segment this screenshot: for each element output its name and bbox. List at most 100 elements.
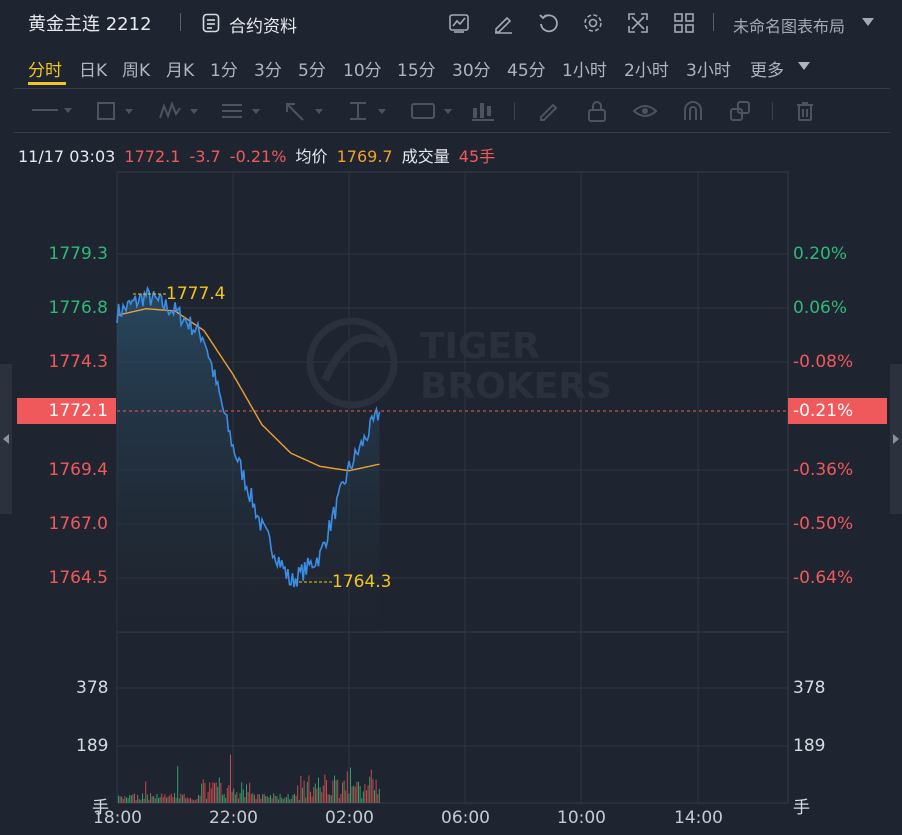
- volume-bar: [353, 785, 355, 803]
- tab-period[interactable]: 3小时: [686, 61, 731, 81]
- trash-icon[interactable]: [794, 100, 816, 122]
- volume-bar: [318, 777, 319, 803]
- volume-bar: [199, 795, 201, 803]
- symbol-title[interactable]: 黄金主连 2212: [28, 14, 152, 35]
- volume-value: 45手: [458, 147, 496, 166]
- volume-unit: 手: [793, 798, 810, 818]
- eye-icon[interactable]: [632, 100, 658, 122]
- volume-bar: [311, 796, 313, 803]
- volume-bar: [366, 790, 367, 803]
- volume-bar: [202, 779, 204, 803]
- volume-bar: [377, 794, 379, 803]
- volume-bar: [257, 794, 259, 803]
- grid-layout-icon[interactable]: [673, 12, 695, 34]
- volume-bar: [260, 798, 262, 803]
- volume-bar: [364, 784, 366, 803]
- volume-bar: [194, 800, 196, 803]
- line-tool-icon[interactable]: [30, 100, 74, 120]
- tab-period[interactable]: 月K: [166, 61, 195, 81]
- tab-period[interactable]: 分时: [28, 61, 62, 81]
- tab-period[interactable]: 15分: [397, 61, 436, 81]
- volume-bar: [321, 792, 323, 803]
- period-tabs: 分时 日K 周K 月K 1分 3分 5分 10分 15分 30分 45分 1小时…: [0, 52, 902, 82]
- tab-period[interactable]: 45分: [507, 61, 546, 81]
- volume-bar: [351, 786, 353, 803]
- volume-bar: [182, 795, 183, 803]
- volume-bar: [279, 793, 281, 803]
- volume-bar: [303, 780, 305, 803]
- tab-period[interactable]: 日K: [79, 61, 108, 81]
- tab-period[interactable]: 10分: [343, 61, 382, 81]
- arrow-tool-icon[interactable]: [283, 100, 327, 122]
- volume-bar: [118, 795, 119, 803]
- volume-bar: [369, 776, 371, 803]
- top-bar: 黄金主连 2212 合约资料 未命名图表布局: [0, 0, 902, 46]
- gear-icon[interactable]: [582, 12, 604, 34]
- volume-bar: [154, 798, 156, 803]
- volume-bar: [361, 798, 363, 803]
- refresh-icon[interactable]: [537, 12, 559, 34]
- volume-tick: 189: [793, 736, 826, 756]
- tab-period[interactable]: 5分: [298, 61, 326, 81]
- tab-period[interactable]: 3分: [254, 61, 282, 81]
- fibonacci-tool-icon[interactable]: [220, 100, 264, 122]
- magnet-icon[interactable]: [681, 100, 705, 122]
- edit-icon[interactable]: [492, 12, 514, 34]
- volume-bar: [225, 797, 227, 803]
- volume-bar: [338, 797, 340, 803]
- volume-bar: [329, 794, 331, 803]
- rectangle-tool-icon[interactable]: [95, 100, 139, 122]
- volume-bar: [166, 797, 167, 803]
- volume-bar: [268, 797, 270, 803]
- fullscreen-icon[interactable]: [627, 12, 649, 34]
- tab-period[interactable]: 周K: [122, 61, 151, 81]
- volume-bar: [247, 792, 249, 803]
- volume-bar: [196, 799, 198, 803]
- drawing-toolbar: [0, 92, 902, 130]
- tab-more[interactable]: 更多: [750, 61, 784, 81]
- volume-bar: [233, 788, 235, 803]
- pct-tick: 0.20%: [793, 244, 848, 264]
- volume-bar: [294, 793, 295, 803]
- quote-price: 1772.1: [124, 147, 181, 166]
- tab-period[interactable]: 2小时: [624, 61, 669, 81]
- volume-bar: [124, 796, 126, 803]
- pencil-icon[interactable]: [537, 100, 561, 122]
- tab-period[interactable]: 1小时: [562, 61, 607, 81]
- volume-bar: [234, 794, 236, 803]
- chevron-right-icon[interactable]: [893, 434, 899, 444]
- volume-bar: [127, 798, 129, 803]
- tab-period[interactable]: 30分: [452, 61, 491, 81]
- chevron-down-icon[interactable]: [798, 62, 810, 70]
- indicator-icon[interactable]: [448, 12, 470, 34]
- contract-info-button[interactable]: 合约资料: [229, 17, 297, 37]
- volume-bar: [151, 796, 153, 803]
- volume-bar: [146, 794, 148, 803]
- volume-bar: [337, 779, 339, 803]
- volume-bar: [236, 792, 238, 803]
- lock-icon[interactable]: [585, 100, 609, 122]
- volume-bar: [212, 782, 214, 803]
- volume-bar: [250, 794, 252, 803]
- chevron-left-icon[interactable]: [3, 434, 9, 444]
- volume-bar: [300, 776, 302, 803]
- wave-tool-icon[interactable]: [158, 100, 202, 122]
- tab-period[interactable]: 1分: [210, 61, 238, 81]
- measure-tool-icon[interactable]: [346, 100, 390, 122]
- text-tool-icon[interactable]: [410, 100, 454, 122]
- volume-tick: 378: [76, 678, 109, 698]
- candles-tool-icon[interactable]: [470, 100, 496, 122]
- volume-bar: [350, 767, 351, 803]
- volume-bar: [122, 799, 124, 803]
- volume-bar: [228, 785, 230, 803]
- copy-icon[interactable]: [728, 100, 754, 122]
- volume-bar: [134, 793, 135, 803]
- layout-selector[interactable]: 未命名图表布局: [733, 17, 846, 36]
- document-icon[interactable]: [202, 13, 220, 33]
- volume-bar: [238, 798, 239, 803]
- quote-time: 11/17 03:03: [18, 147, 116, 166]
- quote-change-pct: -0.21%: [229, 147, 287, 166]
- divider: [713, 13, 714, 31]
- chevron-down-icon[interactable]: [862, 18, 874, 26]
